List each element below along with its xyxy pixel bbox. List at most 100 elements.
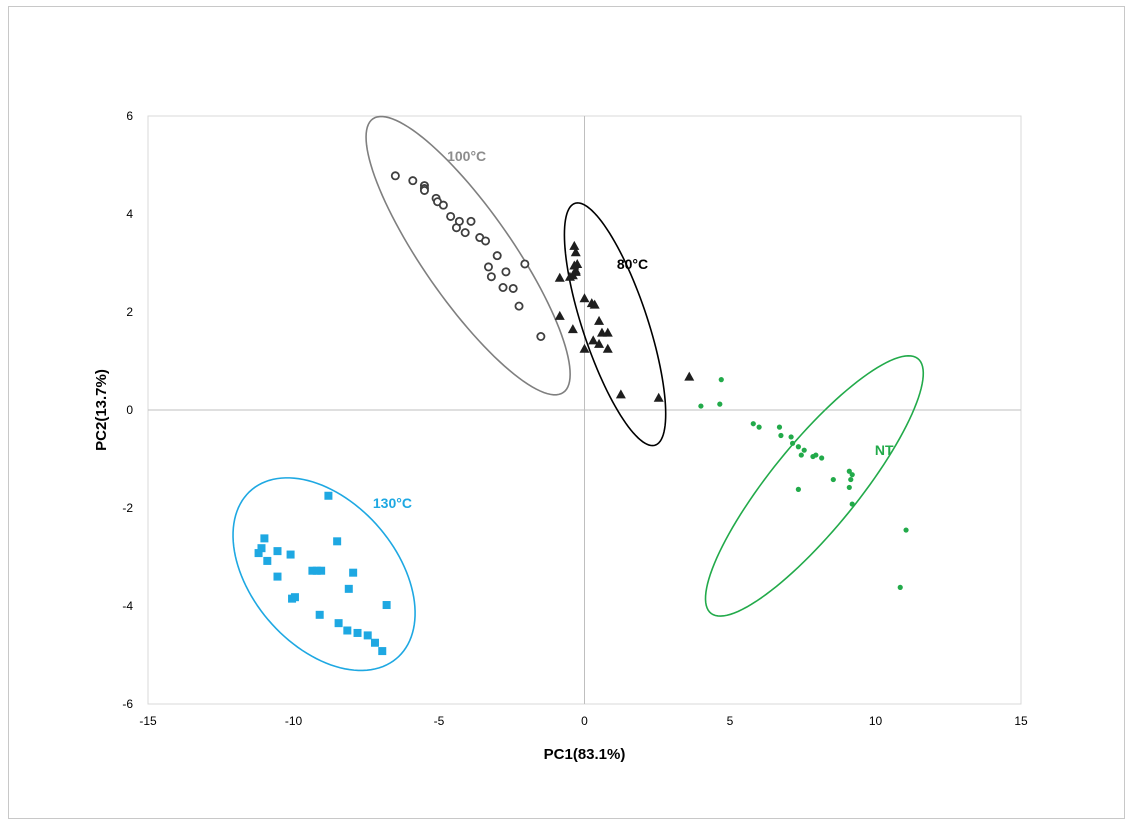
data-point — [848, 476, 854, 483]
data-point — [343, 626, 352, 635]
data-point — [260, 534, 269, 543]
data-point — [315, 610, 324, 619]
data-point — [308, 566, 317, 575]
data-point — [419, 185, 429, 195]
data-point — [602, 343, 613, 353]
x-tick-label: -10 — [285, 714, 303, 728]
data-point — [718, 377, 724, 383]
data-point — [370, 638, 379, 647]
data-point — [897, 584, 903, 590]
cluster-ellipse — [563, 202, 667, 447]
data-point — [795, 486, 801, 492]
data-point — [554, 272, 565, 282]
y-tick-label: 2 — [126, 305, 133, 319]
data-point — [717, 401, 723, 407]
data-point — [286, 550, 295, 559]
data-point — [378, 647, 387, 656]
data-point — [438, 200, 448, 210]
data-point — [408, 176, 418, 186]
y-tick-label: 0 — [126, 403, 133, 417]
data-point — [486, 272, 496, 282]
data-point — [795, 444, 801, 450]
cluster-ellipses — [232, 115, 925, 672]
data-point — [849, 472, 855, 478]
data-point — [846, 468, 852, 474]
data-point — [273, 547, 282, 556]
data-point — [572, 258, 583, 268]
group-labels: 100°C 80°C NT 130°C — [373, 148, 894, 511]
x-tick-label: 0 — [581, 714, 588, 728]
data-point — [569, 240, 580, 250]
data-point — [483, 262, 493, 272]
y-tick-label: 4 — [126, 207, 133, 221]
scatter-chart: -15 -10 -5 0 5 10 15 -6 -4 -2 0 2 4 6 100°C 80°C NT 130°… — [93, 109, 1028, 763]
data-point — [363, 631, 372, 640]
x-axis-title: PC1(83.1%) — [544, 746, 626, 763]
data-point — [813, 452, 819, 458]
data-point — [353, 628, 362, 637]
data-point — [460, 228, 470, 238]
x-tick-label: 5 — [727, 714, 734, 728]
data-point — [554, 310, 565, 320]
data-point — [589, 299, 600, 309]
data-point — [312, 566, 321, 575]
data-point — [567, 324, 578, 334]
data-point — [257, 544, 266, 553]
data-point — [382, 601, 391, 610]
data-point — [615, 389, 626, 399]
data-point — [750, 421, 756, 427]
y-axis-title: PC2(13.7%) — [93, 369, 110, 451]
data-point — [570, 266, 581, 276]
data-point — [481, 236, 491, 246]
data-point — [588, 335, 599, 345]
data-point — [344, 584, 353, 593]
data-point — [789, 440, 796, 446]
data-point — [536, 331, 546, 341]
data-point — [333, 537, 342, 546]
data-point — [819, 455, 825, 461]
data-point — [492, 251, 502, 261]
data-point — [263, 556, 272, 565]
data-point — [349, 568, 358, 577]
data-point — [579, 343, 590, 353]
data-point — [254, 549, 263, 558]
group-label: NT — [875, 442, 894, 458]
data-point — [564, 271, 575, 281]
data-point — [334, 619, 343, 628]
cluster-ellipse — [232, 477, 416, 672]
data-point — [570, 247, 581, 257]
data-point — [798, 452, 804, 458]
x-tick-label: -15 — [139, 714, 157, 728]
x-tick-label: 10 — [869, 714, 883, 728]
y-tick-label: -4 — [122, 599, 133, 613]
data-points — [254, 171, 909, 656]
cluster-ellipse — [704, 355, 925, 617]
data-point — [594, 338, 605, 348]
data-point — [698, 403, 704, 409]
data-point — [579, 293, 590, 303]
data-point — [514, 301, 524, 311]
y-tick-label: 6 — [126, 109, 133, 123]
data-point — [273, 572, 282, 581]
data-point — [846, 484, 852, 491]
data-point — [778, 432, 784, 439]
group-label: 100°C — [447, 148, 486, 164]
x-tick-label: -5 — [434, 714, 445, 728]
group-label: 80°C — [617, 256, 648, 272]
data-point — [520, 259, 530, 269]
cluster-ellipse — [365, 115, 571, 396]
data-point — [849, 501, 855, 507]
data-point — [508, 283, 518, 293]
chart-frame: -15 -10 -5 0 5 10 15 -6 -4 -2 0 2 4 6 100°C 80°C NT 130°… — [8, 6, 1125, 819]
data-point — [653, 392, 664, 402]
data-point — [466, 216, 476, 226]
data-point — [317, 566, 326, 575]
data-point — [830, 476, 836, 483]
data-point — [776, 424, 783, 430]
data-point — [756, 424, 762, 430]
data-point — [288, 594, 297, 603]
y-tick-label: -6 — [122, 697, 133, 711]
data-point — [454, 216, 464, 226]
data-point — [446, 211, 456, 221]
data-point — [594, 315, 605, 325]
